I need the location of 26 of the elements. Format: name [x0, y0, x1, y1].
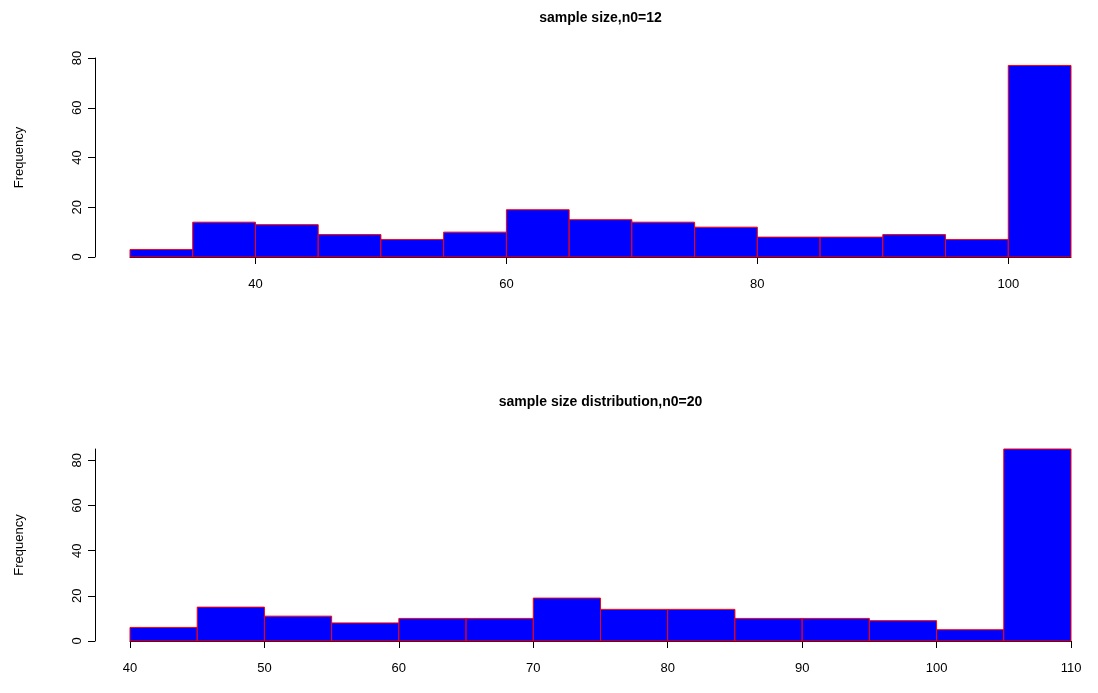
y-tick-label: 20 [69, 588, 84, 604]
y-tick-label: 0 [69, 253, 84, 261]
x-tick-label: 70 [526, 660, 541, 675]
x-tick-label: 40 [122, 660, 138, 675]
y-tick-label: 80 [69, 453, 84, 468]
y-tick-label: 80 [69, 50, 84, 66]
x-tick-label: 90 [794, 660, 810, 675]
x-tick-label: 60 [499, 276, 514, 291]
x-tick-label: 100 [925, 660, 948, 675]
chart-title: sample size,n0=12 [539, 9, 662, 25]
y-axis-title: Frequency [11, 513, 26, 576]
y-tick-label: 40 [69, 150, 84, 165]
x-tick-label: 80 [750, 276, 765, 291]
y-tick-label: 40 [69, 543, 84, 558]
y-tick-label: 0 [69, 637, 84, 645]
x-tick-label: 50 [257, 660, 272, 675]
x-tick-label: 80 [660, 660, 675, 675]
x-tick-label: 100 [997, 276, 1020, 291]
y-axis-title: Frequency [11, 126, 26, 189]
x-tick-label: 60 [391, 660, 407, 675]
chart-title: sample size distribution,n0=20 [498, 393, 703, 409]
y-tick-label: 60 [69, 100, 84, 115]
y-tick-label: 20 [69, 200, 84, 215]
x-tick-label: 40 [248, 276, 263, 291]
y-tick-label: 60 [69, 498, 84, 513]
x-tick-label: 110 [1060, 660, 1082, 675]
